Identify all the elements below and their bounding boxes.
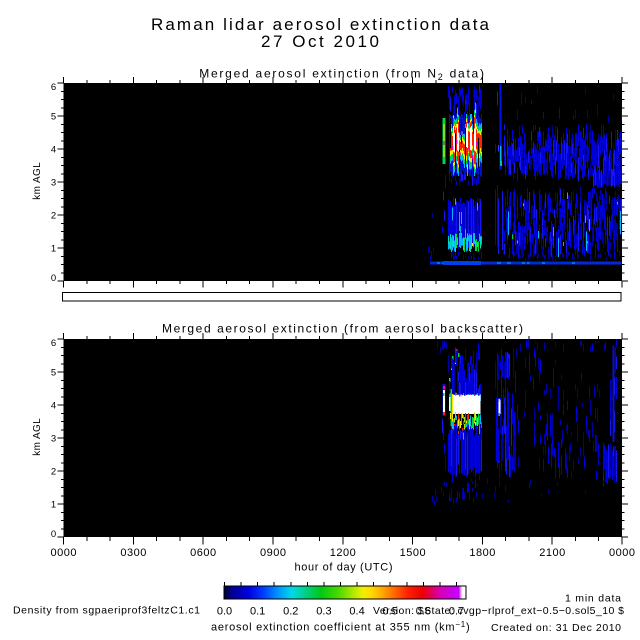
svg-text:0.3: 0.3: [316, 606, 331, 618]
svg-text:0.6: 0.6: [416, 606, 431, 618]
svg-text:0.4: 0.4: [349, 606, 364, 618]
svg-text:aerosol extinction coefficient: aerosol extinction coefficient at 355 nm…: [211, 620, 470, 634]
svg-text:Created on: 31 Dec 2010: Created on: 31 Dec 2010: [491, 622, 621, 634]
svg-text:1 min data: 1 min data: [565, 593, 621, 605]
svg-text:0900: 0900: [260, 547, 286, 559]
svg-text:3: 3: [51, 434, 56, 445]
svg-text:1: 1: [51, 244, 56, 255]
svg-text:hour of day (UTC): hour of day (UTC): [295, 562, 393, 574]
svg-text:km AGL: km AGL: [32, 162, 43, 200]
svg-text:27 Oct 2010: 27 Oct 2010: [261, 32, 379, 51]
svg-text:Merged aerosol extinction (: Merged aerosol extinction (from N2 data): [199, 67, 485, 83]
svg-text:0: 0: [51, 273, 56, 284]
svg-text:3: 3: [51, 178, 56, 189]
svg-text:km AGL: km AGL: [32, 418, 43, 456]
svg-text:2: 2: [51, 467, 56, 478]
svg-text:2: 2: [51, 211, 56, 222]
svg-text:1200: 1200: [330, 547, 356, 559]
svg-text:5: 5: [51, 368, 56, 379]
svg-text:1: 1: [51, 500, 56, 511]
svg-text:Density from sgpaeriprof3feltz: Density from sgpaeriprof3feltzC1.c1: [13, 605, 200, 617]
svg-text:0300: 0300: [120, 547, 146, 559]
svg-text:0.1: 0.1: [250, 606, 265, 618]
svg-text:2100: 2100: [539, 547, 565, 559]
svg-text:1500: 1500: [400, 547, 426, 559]
svg-text:0.2: 0.2: [283, 606, 298, 618]
svg-text:4: 4: [51, 145, 56, 156]
svg-text:0.7: 0.7: [449, 606, 464, 618]
svg-text:1800: 1800: [469, 547, 495, 559]
svg-text:0600: 0600: [190, 547, 216, 559]
svg-text:6: 6: [51, 82, 56, 93]
svg-text:5: 5: [51, 112, 56, 123]
svg-text:0: 0: [51, 529, 56, 540]
svg-text:4: 4: [51, 401, 56, 412]
svg-text:6: 6: [51, 338, 56, 349]
svg-text:0000: 0000: [51, 547, 77, 559]
svg-text:0000: 0000: [609, 547, 635, 559]
svg-text:0.0: 0.0: [217, 606, 232, 618]
svg-text:Version: $State: cvgp−rlprof_e: Version: $State: cvgp−rlprof_ext−0.5−0.s…: [373, 605, 624, 617]
svg-text:0.5: 0.5: [383, 606, 398, 618]
